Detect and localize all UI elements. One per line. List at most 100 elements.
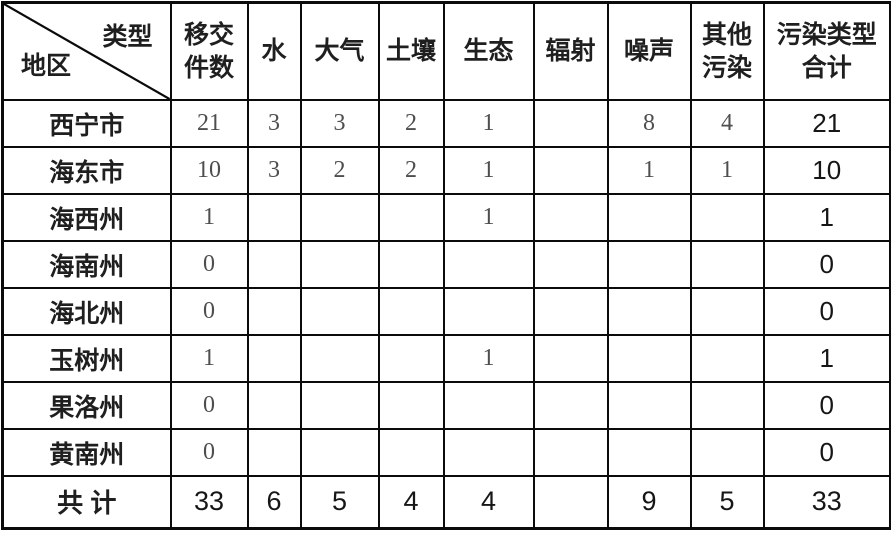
- row-total-cell: 1: [762, 334, 891, 383]
- data-cell: [299, 428, 380, 477]
- table-row-haidong: 海东市 10 3 2 2 1 1 1 10: [1, 146, 891, 195]
- data-cell: [532, 381, 609, 430]
- data-cell: 1: [689, 146, 765, 195]
- region-cell: 海东市: [1, 146, 172, 195]
- data-cell: [299, 334, 380, 383]
- data-cell: [689, 428, 765, 477]
- row-total-cell: 0: [762, 287, 891, 336]
- data-cell: 3: [246, 99, 302, 148]
- grand-total-cell: 33: [762, 475, 891, 529]
- data-cell: [689, 240, 765, 289]
- data-cell: [377, 240, 445, 289]
- data-cell: [606, 428, 692, 477]
- total-cell: 5: [689, 475, 765, 529]
- table-row-huangnan: 黄南州 0 0: [1, 428, 891, 477]
- data-cell: [606, 240, 692, 289]
- data-cell: [442, 381, 535, 430]
- total-cell: 6: [246, 475, 302, 529]
- data-cell: 3: [299, 99, 380, 148]
- data-cell: 2: [377, 99, 445, 148]
- total-cell: 4: [377, 475, 445, 529]
- total-row-label: 共 计: [1, 475, 172, 529]
- region-cell: 海南州: [1, 240, 172, 289]
- data-cell: [377, 428, 445, 477]
- col-header-noise: 噪声: [606, 1, 692, 101]
- data-cell: [532, 99, 609, 148]
- region-cell: 果洛州: [1, 381, 172, 430]
- total-cell: 9: [606, 475, 692, 529]
- corner-label-region: 地区: [21, 52, 72, 80]
- data-cell: 1: [442, 99, 535, 148]
- data-cell: [606, 193, 692, 242]
- data-cell: [689, 287, 765, 336]
- data-cell: [442, 428, 535, 477]
- row-total-cell: 0: [762, 428, 891, 477]
- header-row: 类型 地区 移交 件数 水 大气 土壤 生态 辐射 噪声 其他 污染 污染类型 …: [1, 1, 891, 101]
- data-cell: [532, 428, 609, 477]
- data-cell: [246, 428, 302, 477]
- total-cell: [532, 475, 609, 529]
- table-row-guoluo: 果洛州 0 0: [1, 381, 891, 430]
- region-cell: 黄南州: [1, 428, 172, 477]
- data-cell: [442, 240, 535, 289]
- data-cell: [377, 193, 445, 242]
- data-cell: [606, 334, 692, 383]
- data-cell: [246, 193, 302, 242]
- data-cell: [377, 381, 445, 430]
- data-cell: [377, 287, 445, 336]
- data-cell: 1: [442, 193, 535, 242]
- data-cell: 1: [169, 334, 249, 383]
- data-cell: [606, 287, 692, 336]
- data-cell: 1: [606, 146, 692, 195]
- total-cell: 5: [299, 475, 380, 529]
- col-header-transferred-cases: 移交 件数: [169, 1, 249, 101]
- data-cell: [689, 193, 765, 242]
- total-cell: 33: [169, 475, 249, 529]
- total-cell: 4: [442, 475, 535, 529]
- col-header-soil: 土壤: [377, 1, 445, 101]
- data-cell: [532, 240, 609, 289]
- data-cell: [246, 334, 302, 383]
- data-cell: 0: [169, 428, 249, 477]
- data-cell: 1: [169, 193, 249, 242]
- diagonal-split-cell: 类型 地区: [4, 4, 169, 99]
- data-cell: [246, 240, 302, 289]
- table-row-haibei: 海北州 0 0: [1, 287, 891, 336]
- row-total-cell: 1: [762, 193, 891, 242]
- data-cell: [246, 287, 302, 336]
- table-row-yushu: 玉树州 1 1 1: [1, 334, 891, 383]
- table-row-hainan: 海南州 0 0: [1, 240, 891, 289]
- col-header-radiation: 辐射: [532, 1, 609, 101]
- data-cell: 0: [169, 287, 249, 336]
- region-cell: 海西州: [1, 193, 172, 242]
- col-header-pollution-type-total: 污染类型 合计: [762, 1, 891, 101]
- table-row-haixi: 海西州 1 1 1: [1, 193, 891, 242]
- data-cell: 2: [299, 146, 380, 195]
- data-cell: 21: [169, 99, 249, 148]
- col-header-ecology: 生态: [442, 1, 535, 101]
- data-cell: 1: [442, 334, 535, 383]
- corner-header-cell: 类型 地区: [1, 1, 172, 101]
- row-total-cell: 0: [762, 240, 891, 289]
- data-cell: 2: [377, 146, 445, 195]
- col-header-water: 水: [246, 1, 302, 101]
- data-cell: 0: [169, 381, 249, 430]
- row-total-cell: 10: [762, 146, 891, 195]
- data-cell: [532, 287, 609, 336]
- data-cell: 8: [606, 99, 692, 148]
- data-cell: 10: [169, 146, 249, 195]
- row-total-cell: 0: [762, 381, 891, 430]
- region-cell: 西宁市: [1, 99, 172, 148]
- total-row: 共 计 33 6 5 4 4 9 5 33: [1, 475, 891, 529]
- data-cell: [606, 381, 692, 430]
- table-row-xining: 西宁市 21 3 3 2 1 8 4 21: [1, 99, 891, 148]
- data-cell: [299, 193, 380, 242]
- data-cell: [689, 381, 765, 430]
- col-header-other-pollution: 其他 污染: [689, 1, 765, 101]
- data-cell: [246, 381, 302, 430]
- data-cell: 4: [689, 99, 765, 148]
- data-cell: 3: [246, 146, 302, 195]
- data-cell: [377, 334, 445, 383]
- data-cell: [689, 334, 765, 383]
- corner-label-type: 类型: [102, 23, 153, 51]
